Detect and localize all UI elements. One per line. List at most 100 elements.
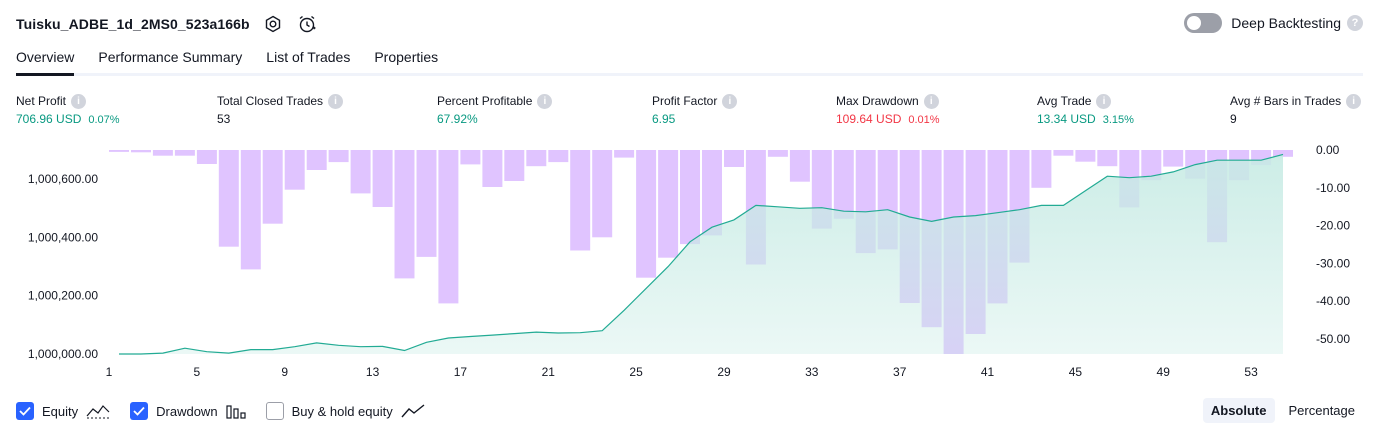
stat-total-closed-trades: Total Closed Trades i 53 bbox=[217, 93, 344, 126]
avg-trade-label: Avg Trade bbox=[1037, 94, 1092, 108]
drawdown-bar bbox=[614, 150, 635, 158]
drawdown-bar bbox=[1141, 150, 1162, 181]
info-icon[interactable]: i bbox=[328, 93, 344, 109]
right-axis-tick: -40.00 bbox=[1316, 294, 1350, 308]
drawdown-bar bbox=[833, 150, 854, 219]
left-axis: 1,000,000.00 1,000,200.00 1,000,400.00 1,00… bbox=[28, 172, 98, 361]
right-axis-tick: -50.00 bbox=[1316, 332, 1350, 346]
profit-factor-label: Profit Factor bbox=[652, 94, 718, 108]
max-drawdown-value: 109.64 USD bbox=[836, 112, 902, 126]
equity-line bbox=[119, 153, 1284, 355]
x-axis-tick: 45 bbox=[1069, 365, 1083, 379]
drawdown-label: Drawdown bbox=[156, 403, 218, 419]
stats-row: Net Profit i 706.96 USD 0.07% Total Closed… bbox=[16, 93, 1363, 133]
drawdown-bar bbox=[109, 150, 129, 152]
drawdown-bar bbox=[789, 150, 810, 182]
right-axis-tick: 0.00 bbox=[1316, 143, 1340, 157]
avg-bars-value: 9 bbox=[1230, 112, 1237, 126]
drawdown-bar bbox=[240, 150, 261, 270]
deep-backtesting-label: Deep Backtesting bbox=[1231, 15, 1341, 31]
x-axis-tick: 9 bbox=[281, 365, 288, 379]
max-drawdown-pct: 0.01% bbox=[908, 114, 940, 126]
drawdown-bar bbox=[350, 150, 371, 194]
drawdown-bar bbox=[1097, 150, 1118, 167]
drawdown-bar bbox=[218, 150, 239, 247]
drawdown-bar bbox=[482, 150, 503, 187]
avg-trade-pct: 3.15% bbox=[1102, 114, 1134, 126]
drawdown-checkbox[interactable] bbox=[130, 402, 149, 420]
left-axis-tick: 1,000,600.00 bbox=[28, 172, 98, 186]
drawdown-bar bbox=[1163, 150, 1184, 167]
drawdown-bar bbox=[131, 150, 151, 153]
total-closed-trades-value: 53 bbox=[217, 112, 231, 126]
bar-chart-icon bbox=[225, 403, 246, 419]
x-axis-tick: 13 bbox=[366, 365, 380, 379]
drawdown-bar bbox=[372, 150, 393, 207]
right-axis: 0.00 -10.00 -20.00 -30.00 -40.00 -50.00 bbox=[1316, 143, 1350, 346]
stat-profit-factor: Profit Factor i 6.95 bbox=[652, 93, 738, 126]
drawdown-bar bbox=[592, 150, 613, 238]
strategy-header: Tuisku_ADBE_1d_2MS0_523a166b bbox=[16, 12, 318, 36]
drawdown-bar bbox=[284, 150, 305, 190]
right-axis-tick: -20.00 bbox=[1316, 219, 1350, 233]
info-icon[interactable]: i bbox=[537, 93, 553, 109]
percentage-button[interactable]: Percentage bbox=[1288, 403, 1356, 418]
x-axis-tick: 41 bbox=[981, 365, 995, 379]
drawdown-bar bbox=[504, 150, 525, 181]
x-axis-tick: 37 bbox=[893, 365, 907, 379]
drawdown-bar bbox=[1075, 150, 1096, 162]
drawdown-bar bbox=[658, 150, 679, 258]
drawdown-bar bbox=[328, 150, 349, 163]
legend-drawdown[interactable]: Drawdown bbox=[130, 402, 246, 420]
drawdown-bar bbox=[570, 150, 591, 251]
net-profit-label: Net Profit bbox=[16, 94, 67, 108]
drawdown-bar bbox=[526, 150, 547, 167]
info-icon[interactable]: i bbox=[71, 93, 87, 109]
percent-profitable-label: Percent Profitable bbox=[437, 94, 533, 108]
tab-properties[interactable]: Properties bbox=[374, 49, 439, 65]
drawdown-bar bbox=[394, 150, 415, 279]
x-axis-tick: 49 bbox=[1157, 365, 1171, 379]
deep-backtesting-toggle[interactable] bbox=[1184, 13, 1223, 33]
equity-area bbox=[119, 154, 1283, 354]
tab-performance-summary[interactable]: Performance Summary bbox=[98, 49, 243, 65]
x-axis-tick: 21 bbox=[542, 365, 556, 379]
drawdown-bar bbox=[1053, 150, 1074, 156]
left-axis-tick: 1,000,400.00 bbox=[28, 230, 98, 244]
equity-checkbox[interactable] bbox=[16, 402, 34, 420]
settings-icon[interactable] bbox=[262, 13, 284, 35]
drawdown-bar bbox=[416, 150, 437, 257]
drawdown-bar bbox=[767, 150, 788, 157]
drawdown-bar bbox=[680, 150, 700, 245]
tab-list-of-trades[interactable]: List of Trades bbox=[266, 49, 351, 65]
x-axis: 1 5 9 13 17 21 25 29 33 37 41 45 49 53 bbox=[106, 365, 1258, 379]
equity-drawdown-chart[interactable]: 1,000,000.00 1,000,200.00 1,000,400.00 1,00… bbox=[0, 140, 1379, 390]
info-icon[interactable]: i bbox=[923, 93, 939, 109]
legend-buy-hold[interactable]: Buy & hold equity bbox=[265, 402, 425, 420]
x-axis-tick: 5 bbox=[194, 365, 201, 379]
percent-profitable-value: 67.92% bbox=[437, 112, 478, 126]
left-axis-tick: 1,000,000.00 bbox=[28, 347, 98, 361]
info-icon[interactable]: i bbox=[1346, 93, 1362, 109]
buy-hold-label: Buy & hold equity bbox=[291, 403, 393, 419]
drawdown-bar bbox=[196, 150, 217, 164]
x-axis-tick: 53 bbox=[1244, 365, 1258, 379]
scale-mode-switch: Absolute Percentage bbox=[1197, 398, 1363, 423]
x-axis-tick: 33 bbox=[805, 365, 819, 379]
info-icon[interactable]: i bbox=[1096, 93, 1112, 109]
buy-hold-checkbox[interactable] bbox=[265, 402, 284, 420]
absolute-button[interactable]: Absolute bbox=[1202, 398, 1275, 423]
max-drawdown-label: Max Drawdown bbox=[836, 94, 919, 108]
alarm-clock-icon[interactable] bbox=[296, 13, 318, 35]
tab-overview[interactable]: Overview bbox=[16, 40, 75, 76]
stat-avg-trade: Avg Trade i 13.34 USD 3.15% bbox=[1037, 93, 1134, 126]
legend-equity[interactable]: Equity bbox=[16, 402, 110, 420]
tab-bar: Overview Performance Summary List of Tra… bbox=[16, 40, 1363, 76]
help-icon[interactable]: ? bbox=[1347, 15, 1363, 31]
drawdown-bar bbox=[174, 150, 195, 156]
drawdown-bar bbox=[1031, 150, 1052, 188]
total-closed-trades-label: Total Closed Trades bbox=[217, 94, 324, 108]
info-icon[interactable]: i bbox=[722, 93, 738, 109]
right-axis-tick: -30.00 bbox=[1316, 256, 1350, 270]
avg-trade-value: 13.34 USD bbox=[1037, 112, 1096, 126]
